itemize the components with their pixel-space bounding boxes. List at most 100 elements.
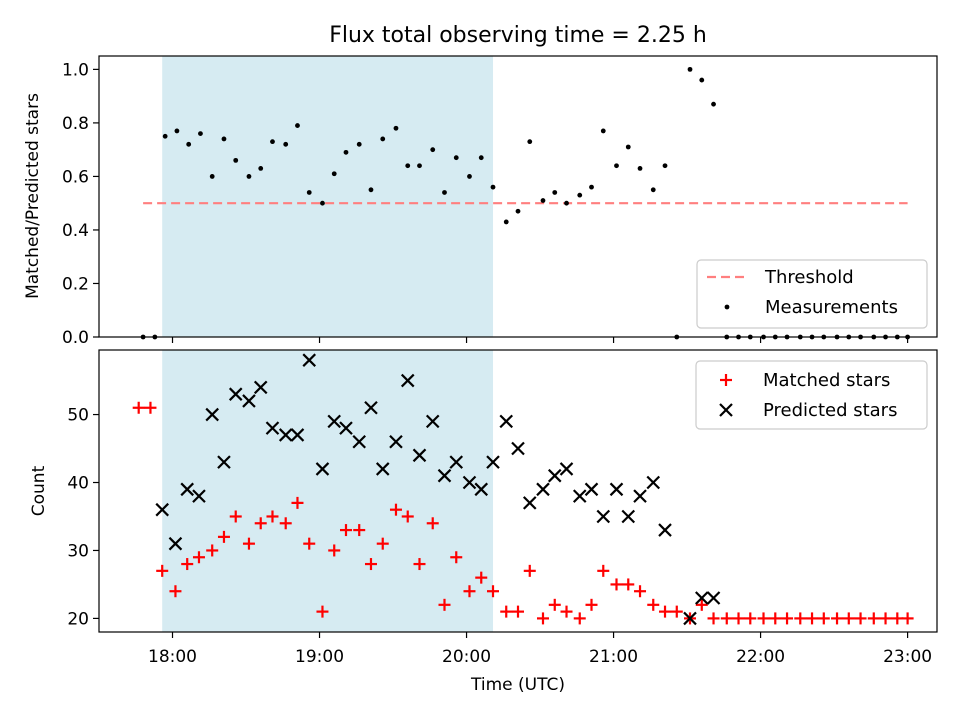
measurement-point — [527, 139, 533, 145]
predicted-star-point — [412, 448, 427, 463]
matched-star-point — [376, 537, 389, 550]
predicted-star-point — [364, 400, 378, 415]
matched-star-point — [769, 612, 782, 625]
predicted-star-point — [339, 421, 353, 435]
predicted-star-point — [437, 468, 452, 483]
matched-star-point — [401, 510, 414, 523]
predicted-star-point — [572, 489, 587, 503]
matched-star-point — [413, 558, 426, 571]
x-tick-label: 21:00 — [589, 647, 638, 667]
matched-star-point — [891, 612, 904, 625]
predicted-star-point — [192, 489, 206, 503]
measurement-point — [186, 141, 192, 147]
predicted-star-point — [400, 373, 415, 388]
measurement-point — [577, 192, 583, 198]
predicted-star-point — [596, 509, 611, 524]
count-y-tick-label: 30 — [67, 541, 89, 561]
measurement-point — [699, 77, 705, 83]
matched-legend-marker — [720, 374, 732, 386]
matched-star-point — [707, 612, 720, 625]
matched-star-point — [229, 510, 242, 523]
measurement-point — [209, 174, 215, 179]
matched-star-point — [328, 544, 341, 557]
measurement-point — [356, 141, 362, 147]
measurement-point — [162, 133, 168, 139]
ratio-y-tick-label: 0.2 — [62, 274, 89, 294]
predicted-star-point — [694, 591, 709, 605]
matched-star-point — [316, 605, 329, 618]
matched-star-point — [487, 585, 500, 598]
measurement-point — [453, 155, 459, 161]
measurement-point — [711, 101, 716, 107]
measurement-point — [503, 219, 509, 225]
predicted-star-point — [706, 591, 721, 605]
matched-star-point — [512, 605, 524, 618]
measurement-point — [380, 136, 386, 142]
predicted-star-point — [375, 462, 390, 476]
matched-star-point — [426, 517, 439, 530]
observing-window-shade — [162, 56, 494, 337]
matched-star-point — [500, 605, 513, 618]
threshold-legend-label: Threshold — [764, 267, 854, 288]
measurement-point — [417, 163, 422, 169]
matched-star-point — [831, 612, 844, 625]
predicted-star-point — [205, 407, 219, 422]
measurement-point — [393, 125, 399, 131]
matched-stars-series — [132, 401, 914, 625]
measurement-point — [467, 174, 472, 179]
predicted-star-point — [155, 502, 169, 517]
predicted-star-point — [168, 536, 183, 551]
matched-star-point — [573, 612, 586, 625]
x-tick-label: 19:00 — [295, 647, 344, 667]
predicted-star-point — [449, 455, 464, 469]
ratio-x-axis-ticks — [171, 337, 909, 343]
count-x-axis-ticks: 18:00 19:00 20:00 21:00 22:00 23:00 — [148, 632, 932, 667]
matched-star-point — [854, 612, 867, 625]
matched-star-point — [475, 571, 488, 584]
measurement-point — [174, 128, 180, 134]
predicted-star-point — [683, 611, 697, 626]
chart-title: Flux total observing time = 2.25 h — [329, 23, 707, 48]
predicted-star-point — [511, 441, 525, 456]
ratio-y-tick-label: 0.6 — [62, 167, 89, 187]
matched-star-point — [597, 564, 610, 577]
measurement-point — [368, 187, 374, 193]
count-y-tick-label: 20 — [67, 609, 89, 629]
count-y-axis-ticks: 20 30 40 50 — [67, 406, 99, 629]
matched-star-point — [560, 605, 573, 618]
matched-star-point — [585, 598, 598, 611]
matched-star-point — [364, 558, 377, 571]
measurement-point — [295, 123, 300, 128]
matched-star-point — [610, 578, 623, 591]
measurement-point — [552, 190, 558, 195]
observing-window-shade — [162, 350, 494, 632]
x-axis-label: Time (UTC) — [470, 675, 565, 695]
predicted-star-point — [646, 475, 661, 490]
ratio-y-tick-label: 0.4 — [62, 221, 89, 241]
matched-star-point — [242, 537, 255, 550]
measurement-point — [283, 141, 289, 147]
matched-star-point — [622, 578, 635, 591]
count-legend: Matched stars Predicted stars — [695, 360, 928, 430]
predicted-legend-marker — [719, 403, 733, 417]
matched-star-point — [744, 612, 757, 625]
matched-star-point — [156, 564, 169, 577]
predicted-stars-legend-swatch — [719, 403, 733, 417]
matched-star-point — [266, 510, 279, 523]
predicted-star-point — [265, 421, 280, 435]
matched-star-point — [634, 585, 647, 598]
measurements-legend-label: Measurements — [765, 297, 898, 318]
matched-star-point — [144, 401, 157, 414]
predicted-star-point — [315, 462, 330, 476]
matched-star-point — [389, 503, 402, 516]
predicted-stars-legend-label: Predicted stars — [763, 400, 897, 421]
matched-star-point — [192, 551, 205, 564]
predicted-star-point — [658, 523, 672, 537]
measurement-point — [625, 144, 631, 150]
predicted-star-point — [217, 455, 231, 469]
count-y-tick-label: 40 — [67, 474, 89, 494]
predicted-star-point — [609, 482, 624, 497]
predicted-star-point — [180, 482, 194, 497]
predicted-stars-series — [155, 353, 721, 626]
